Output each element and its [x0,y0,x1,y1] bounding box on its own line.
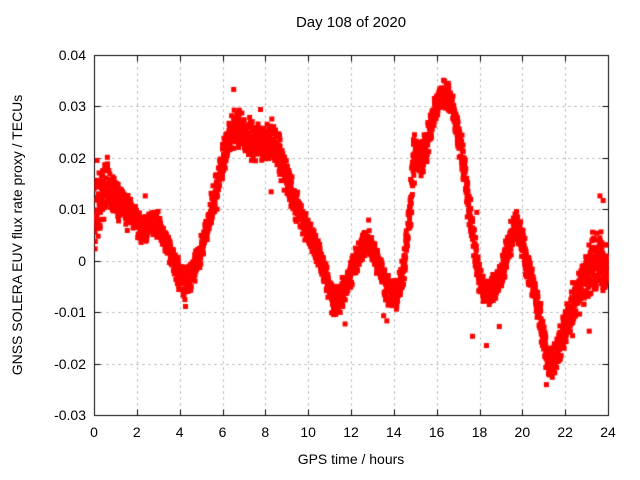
x-tick-label: 8 [261,424,270,440]
y-tick-label: 0.01 [58,201,86,218]
x-tick-label: 20 [514,424,531,440]
x-tick-label: 2 [132,424,141,440]
y-tick-label: 0.02 [58,149,86,166]
x-tick-label: 4 [175,424,184,440]
x-tick-label: 12 [343,424,359,440]
y-tick-label: 0.04 [58,47,86,63]
y-tick-label: 0 [78,252,86,269]
y-tick-label: 0.03 [58,98,86,115]
x-tick-label: 0 [90,424,98,440]
chart-title: Day 108 of 2020 [295,14,407,31]
x-tick-label: 18 [471,424,488,440]
x-tick-label: 24 [600,424,616,440]
y-tick-label: -0.01 [54,304,86,321]
x-axis-label: GPS time / hours [297,451,405,467]
x-tick-label: 10 [300,424,316,440]
y-tick-label: -0.03 [54,407,86,423]
y-axis-label: GNSS SOLERA EUV flux rate proxy / TECUs [9,94,25,376]
x-tick-label: 16 [428,424,445,440]
y-tick-label: -0.02 [54,355,86,372]
x-tick-label: 6 [218,424,227,440]
x-tick-label: 14 [386,424,402,440]
x-tick-label: 22 [557,424,573,440]
